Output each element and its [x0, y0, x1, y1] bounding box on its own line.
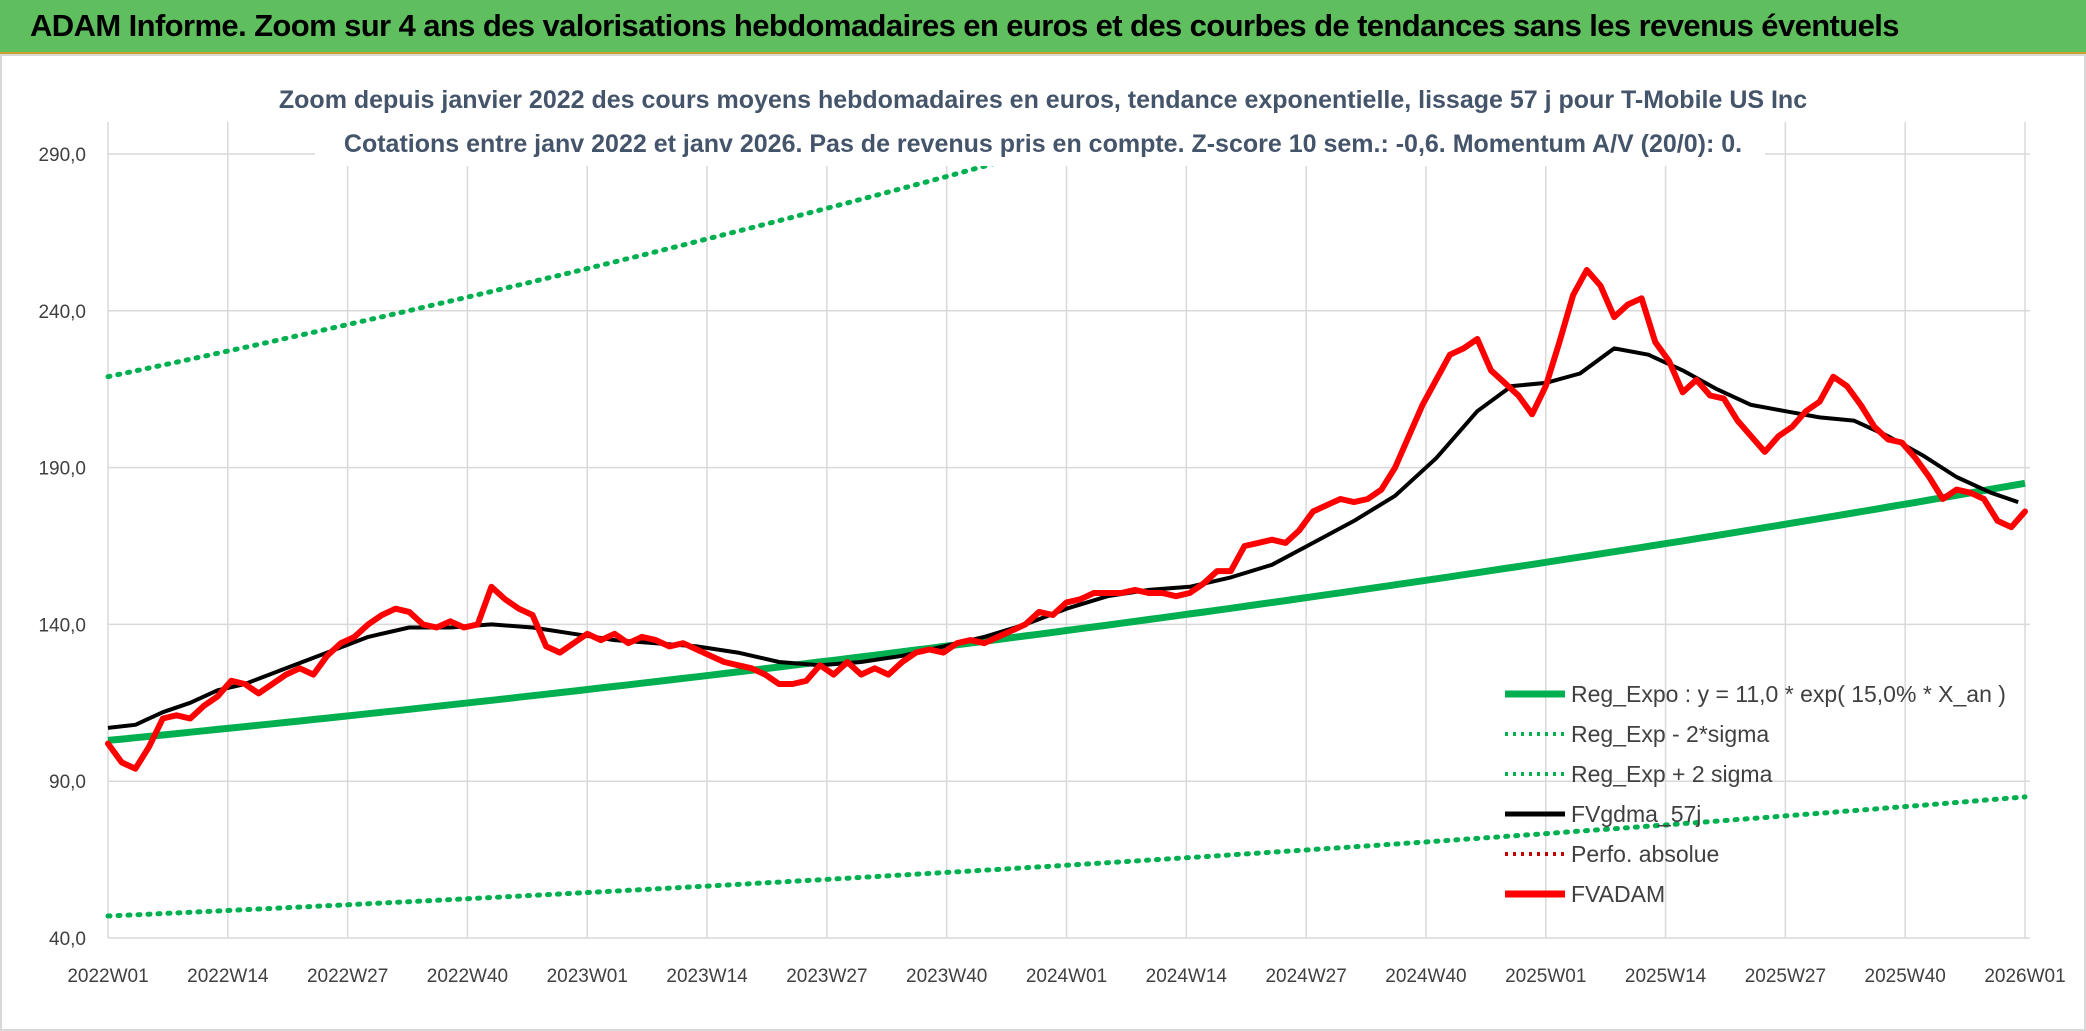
y-tick-label: 290,0: [38, 145, 86, 166]
x-tick-label: 2024W27: [1265, 966, 1346, 987]
legend-label: Reg_Expo : y = 11,0 * exp( 15,0% * X_an …: [1571, 681, 2006, 707]
chart-title: Zoom depuis janvier 2022 des cours moyen…: [279, 86, 1807, 114]
y-tick-label: 190,0: [38, 459, 86, 480]
x-tick-label: 2025W14: [1625, 966, 1707, 987]
x-tick-label: 2024W01: [1026, 966, 1107, 987]
y-tick-label: 40,0: [49, 929, 86, 950]
x-tick-label: 2023W14: [666, 966, 748, 987]
report-banner: ADAM Informe. Zoom sur 4 ans des valoris…: [0, 0, 2086, 54]
x-tick-label: 2023W01: [547, 966, 628, 987]
x-tick-label: 2024W14: [1146, 966, 1228, 987]
chart-subtitle: Cotations entre janv 2022 et janv 2026. …: [344, 130, 1742, 158]
x-tick-label: 2026W01: [1984, 966, 2065, 987]
title-background: [315, 80, 1765, 166]
legend-label: Perfo. absolue: [1571, 841, 1719, 867]
x-tick-label: 2025W01: [1505, 966, 1586, 987]
legend-label: Reg_Exp + 2 sigma: [1571, 761, 1773, 787]
x-tick-label: 2023W40: [906, 966, 987, 987]
legend-label: FVADAM: [1571, 881, 1665, 907]
reg-exp-minus-2sigma-line: [105, 794, 2028, 919]
reg-expo-line: [107, 479, 2026, 744]
chart-frame: [0, 54, 2086, 1031]
y-tick-label: 90,0: [49, 772, 86, 793]
x-tick-label: 2022W14: [187, 966, 269, 987]
x-tick-label: 2025W40: [1865, 966, 1946, 987]
x-tick-label: 2023W27: [786, 966, 867, 987]
fvgdma-57j-line: [107, 346, 2019, 730]
legend-label: Reg_Exp - 2*sigma: [1571, 721, 1769, 747]
legend: Reg_Expo : y = 11,0 * exp( 15,0% * X_an …: [1505, 681, 2006, 907]
x-tick-label: 2025W27: [1745, 966, 1826, 987]
plot-area: [105, 120, 2028, 919]
y-tick-label: 140,0: [38, 615, 86, 636]
x-tick-label: 2022W01: [67, 966, 148, 987]
x-tick-label: 2022W40: [427, 966, 508, 987]
x-tick-label: 2022W27: [307, 966, 388, 987]
legend-label: FVgdma_57j: [1571, 801, 1701, 827]
fvadam-line: [105, 267, 2028, 772]
report-title: ADAM Informe. Zoom sur 4 ans des valoris…: [30, 8, 1900, 43]
y-tick-label: 240,0: [38, 302, 86, 323]
x-tick-label: 2024W40: [1385, 966, 1466, 987]
